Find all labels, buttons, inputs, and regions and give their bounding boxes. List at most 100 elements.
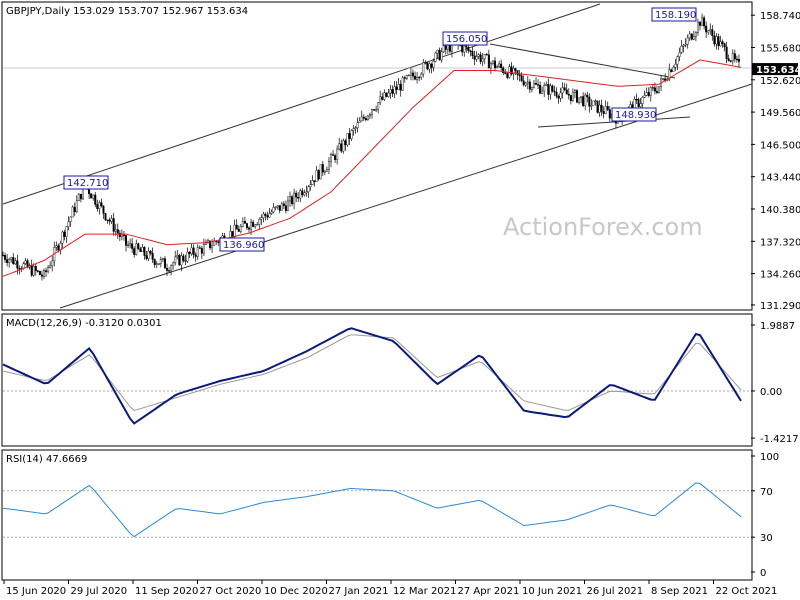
candle-body [51, 260, 54, 267]
candle-body [658, 86, 661, 93]
candle-body [258, 219, 261, 225]
x-tick-label: 15 Jun 2020 [6, 586, 66, 597]
candle-body [153, 259, 156, 265]
candle-body [535, 83, 538, 85]
candle-body [428, 63, 431, 70]
candle-body [551, 85, 554, 92]
candle-body [397, 84, 400, 90]
candle-body [502, 67, 505, 74]
candle-body [8, 259, 11, 263]
candle-body [541, 90, 544, 94]
candle-body [409, 72, 412, 76]
candle-body [672, 67, 675, 72]
candle-body [422, 62, 425, 75]
candle-body [721, 41, 724, 44]
candle-body [163, 258, 166, 269]
candle-body [284, 205, 287, 211]
candle-body [110, 218, 113, 222]
current-price-box [752, 63, 798, 76]
candle-body [145, 255, 148, 259]
candle-body [204, 241, 207, 245]
candle-body [729, 60, 732, 62]
candle-body [567, 93, 570, 96]
candle-body [596, 100, 599, 113]
candle-body [530, 87, 533, 90]
candle-body [14, 260, 17, 265]
candle-body [198, 247, 201, 249]
candle-body [571, 92, 574, 101]
candle-body [237, 229, 240, 232]
candle-body [114, 229, 117, 232]
candle-body [637, 99, 640, 107]
candle-body [412, 72, 415, 77]
candle-body [532, 83, 535, 88]
candle-body [196, 247, 199, 257]
candle-body [731, 53, 734, 62]
candle-body [90, 193, 93, 199]
candle-body [71, 206, 74, 218]
candle-body [149, 250, 152, 254]
candle-body [202, 244, 205, 254]
candle-body [475, 56, 478, 60]
candle-body [430, 63, 433, 68]
candle-body [641, 97, 644, 104]
candle-body [250, 221, 253, 230]
candle-body [407, 74, 410, 77]
candle-body [438, 49, 441, 61]
candle-body [590, 105, 593, 107]
candle-body [262, 213, 265, 218]
macd-line [2, 327, 742, 425]
watermark: ActionForex.com [503, 213, 703, 241]
candle-body [323, 171, 326, 173]
candle-body [553, 90, 556, 93]
candle-body [539, 85, 542, 94]
candle-body [608, 109, 611, 119]
candle-body [319, 164, 322, 180]
candle-body [332, 154, 335, 156]
candle-body [694, 32, 697, 37]
candle-body [588, 96, 591, 107]
candle-body [703, 17, 706, 27]
candle-body [383, 92, 386, 100]
candle-body [645, 92, 648, 96]
candle-body [206, 240, 209, 243]
candle-body [692, 36, 695, 40]
candle-body [358, 120, 361, 123]
candle-body [348, 133, 351, 140]
candle-body [373, 109, 376, 111]
candle-body [727, 58, 730, 61]
candle-body [639, 103, 642, 107]
candle-body [61, 231, 64, 244]
candle-body [36, 270, 39, 272]
candle-body [243, 220, 246, 224]
candle-body [127, 244, 130, 247]
candle-body [360, 116, 363, 122]
candle-body [112, 218, 115, 232]
candle-body [350, 130, 353, 140]
candle-body [159, 259, 162, 264]
candle-body [668, 69, 671, 80]
candle-body [559, 92, 562, 99]
candle-body [254, 224, 257, 227]
candle-body [282, 203, 285, 206]
candle-body [416, 76, 419, 80]
candle-body [108, 219, 111, 222]
x-tick-label: 8 Sep 2021 [651, 586, 708, 597]
candle-body [12, 257, 15, 265]
candle-body [106, 219, 109, 221]
candle-body [707, 30, 710, 33]
candle-body [606, 106, 609, 110]
candle-body [580, 96, 583, 99]
price-annotation: 136.960 [223, 240, 264, 251]
price-y-tick-label: 143.440 [760, 173, 800, 184]
candle-body [371, 109, 374, 115]
candle-body [247, 227, 250, 230]
candle-body [684, 43, 687, 46]
candle-body [270, 211, 273, 214]
candle-body [518, 74, 521, 76]
candle-body [155, 263, 158, 265]
x-tick-label: 27 Jan 2021 [329, 586, 389, 597]
candle-body [295, 192, 298, 198]
candle-body [385, 92, 388, 97]
candle-body [16, 260, 19, 269]
